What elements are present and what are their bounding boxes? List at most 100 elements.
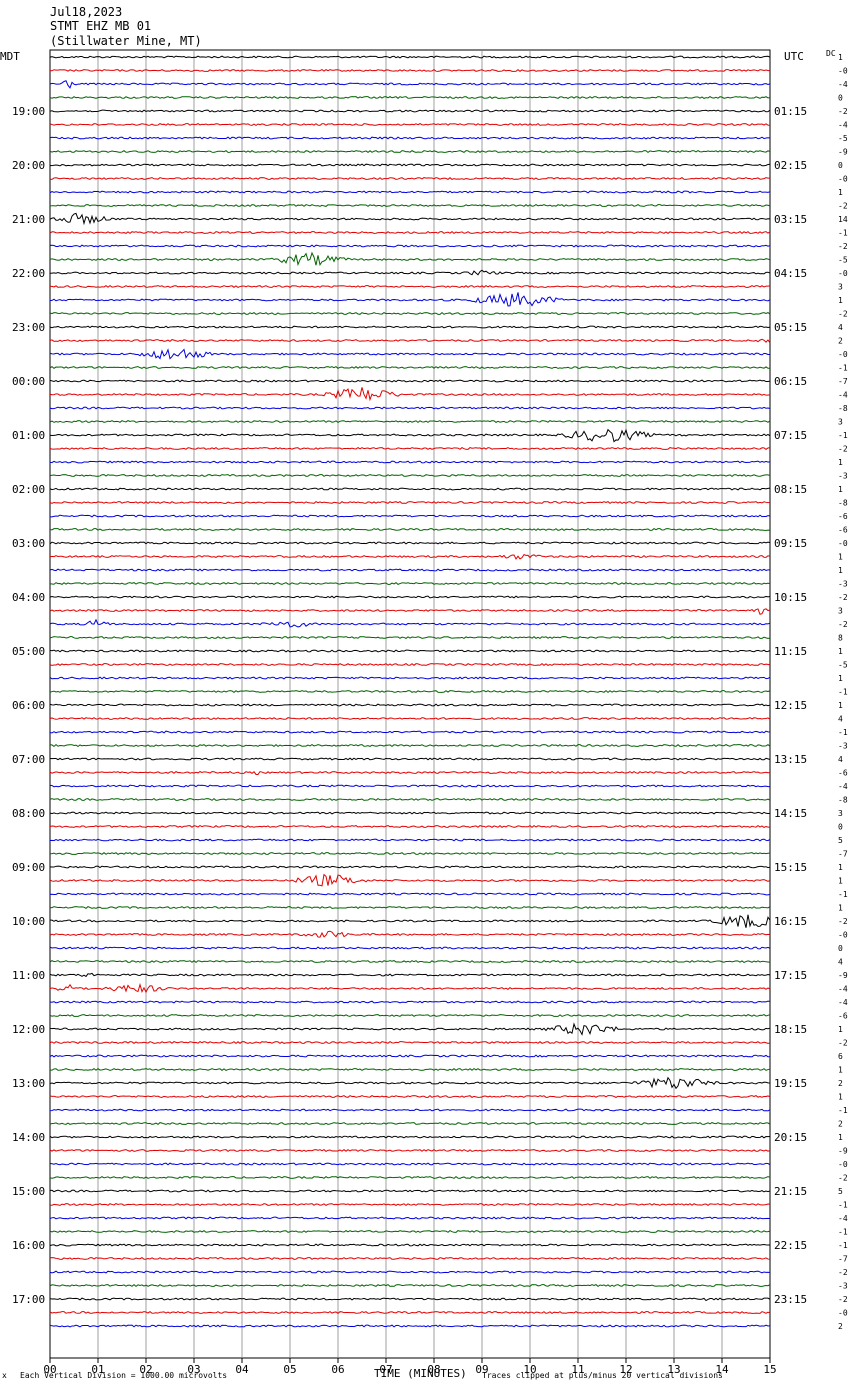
dc-offset-value: -0 — [838, 1160, 848, 1169]
trace-line — [49, 447, 771, 450]
minute-gridlines — [97, 50, 723, 1358]
dc-offset-value: -5 — [838, 661, 848, 670]
dc-offset-value: 1 — [838, 674, 843, 683]
dc-offset-value: 1 — [838, 1025, 843, 1034]
dc-offset-value: -0 — [838, 539, 848, 548]
dc-offset-value: -2 — [838, 620, 848, 629]
trace-line — [49, 269, 771, 276]
dc-offset-value: 1 — [838, 458, 843, 467]
right-hour-label: 12:15 — [774, 699, 807, 712]
left-hour-label: 17:00 — [12, 1293, 45, 1306]
left-hour-label: 07:00 — [12, 753, 45, 766]
trace-line — [49, 873, 771, 887]
trace-line — [49, 109, 771, 113]
dc-offset-value: 5 — [838, 836, 843, 845]
trace-line — [49, 292, 771, 307]
trace-line — [49, 1230, 771, 1233]
dc-offset-value: -8 — [838, 404, 848, 413]
trace-line — [49, 784, 771, 788]
trace-line — [49, 743, 771, 748]
dc-offset-value: 2 — [838, 337, 843, 346]
x-tick-label: 13 — [667, 1363, 680, 1376]
right-hour-label: 22:15 — [774, 1239, 807, 1252]
trace-line — [49, 972, 771, 978]
dc-offset-value: -2 — [838, 917, 848, 926]
trace-line — [49, 914, 771, 928]
dc-offset-value: -1 — [838, 688, 848, 697]
dc-offset-value: 1 — [838, 566, 843, 575]
dc-offset-value: -9 — [838, 971, 848, 980]
dc-offset-value: -4 — [838, 80, 848, 89]
dc-offset-value: 14 — [838, 215, 848, 224]
trace-line — [49, 204, 771, 207]
trace-line — [49, 365, 771, 369]
dc-offset-value: 2 — [838, 1120, 843, 1129]
dc-offset-value: -6 — [838, 526, 848, 535]
right-hour-label: 08:15 — [774, 483, 807, 496]
left-hour-label: 11:00 — [12, 969, 45, 982]
dc-offset-value: 4 — [838, 715, 843, 724]
dc-offset-value: -1 — [838, 890, 848, 899]
x-tick-label: 08 — [427, 1363, 440, 1376]
dc-offset-value: -2 — [838, 593, 848, 602]
right-hour-label: 02:15 — [774, 159, 807, 172]
dc-offset-value: 1 — [838, 877, 843, 886]
dc-offset-value: -8 — [838, 796, 848, 805]
dc-offset-value: 1 — [838, 701, 843, 710]
right-hour-label: 04:15 — [774, 267, 807, 280]
trace-line — [49, 325, 771, 329]
dc-offset-value: -9 — [838, 148, 848, 157]
x-tick-label: 09 — [475, 1363, 488, 1376]
trace-line — [49, 960, 771, 964]
left-hour-label: 14:00 — [12, 1131, 45, 1144]
trace-line — [49, 703, 771, 707]
trace-line — [49, 690, 771, 694]
dc-offset-value: -1 — [838, 1241, 848, 1250]
x-tick-label: 01 — [91, 1363, 104, 1376]
trace-line — [49, 716, 771, 720]
trace-line — [49, 757, 771, 761]
left-hour-label: 19:00 — [12, 105, 45, 118]
trace-line — [49, 906, 771, 909]
dc-offset-value: -2 — [838, 242, 848, 251]
trace-line — [49, 406, 771, 410]
dc-offset-value: 0 — [838, 161, 843, 170]
left-hour-label: 08:00 — [12, 807, 45, 820]
x-tick-label: 14 — [715, 1363, 729, 1376]
trace-line — [49, 1270, 771, 1274]
dc-offset-value: -4 — [838, 998, 848, 1007]
dc-offset-value: 0 — [838, 944, 843, 953]
dc-offset-value: 1 — [838, 53, 843, 62]
trace-line — [49, 1094, 771, 1098]
dc-offset-value: -3 — [838, 742, 848, 751]
trace-line — [49, 865, 771, 869]
trace-line — [49, 177, 771, 180]
trace-line — [49, 311, 771, 315]
dc-offset-value: -0 — [838, 1309, 848, 1318]
trace-line — [49, 1162, 771, 1166]
left-hour-label: 15:00 — [12, 1185, 45, 1198]
trace-line — [49, 163, 771, 167]
dc-offset-header: DC — [826, 49, 836, 58]
right-hour-label: 11:15 — [774, 645, 807, 658]
dc-offset-value: -6 — [838, 512, 848, 521]
right-hour-label: 01:15 — [774, 105, 807, 118]
dc-offset-value: 1 — [838, 1093, 843, 1102]
dc-offset-value: -9 — [838, 1147, 848, 1156]
dc-offset-value: -2 — [838, 1268, 848, 1277]
dc-offset-value: 3 — [838, 283, 843, 292]
dc-offset-value: 8 — [838, 634, 843, 643]
dc-offset-value: -4 — [838, 985, 848, 994]
trace-line — [49, 649, 771, 653]
trace-line — [49, 379, 771, 383]
x-tick-label: 07 — [379, 1363, 392, 1376]
trace-line — [49, 1108, 771, 1112]
x-tick-label: 06 — [331, 1363, 344, 1376]
trace-line — [49, 514, 771, 518]
x-tick-label: 05 — [283, 1363, 296, 1376]
trace-line — [49, 663, 771, 666]
dc-offset-value: -5 — [838, 256, 848, 265]
dc-offset-value: -4 — [838, 782, 848, 791]
trace-line — [49, 80, 771, 89]
trace-line — [49, 428, 771, 443]
